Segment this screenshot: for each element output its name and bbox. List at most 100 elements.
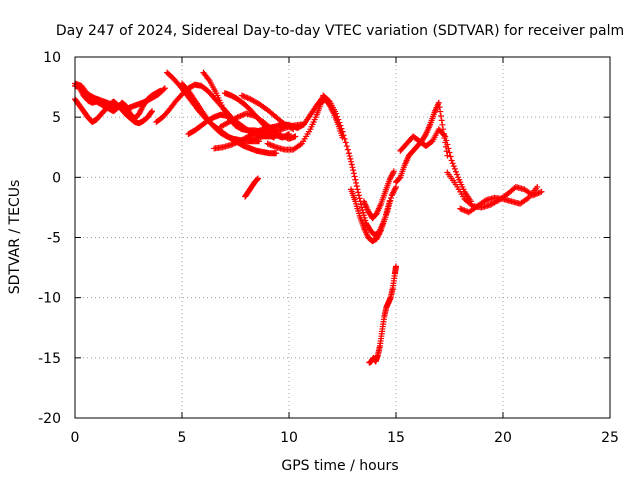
data-point	[383, 208, 390, 215]
grid	[75, 57, 610, 418]
x-tick-label: 10	[280, 430, 298, 446]
series-late-band	[444, 169, 545, 211]
data-point	[384, 206, 391, 213]
y-tick-label: 10	[43, 50, 61, 66]
data-point	[353, 179, 360, 186]
data-point	[333, 110, 340, 117]
data-point	[355, 192, 362, 199]
data-point	[534, 183, 541, 190]
data-point	[439, 121, 446, 128]
x-tick-label: 5	[178, 430, 187, 446]
data-point	[149, 108, 156, 115]
data-point	[148, 109, 155, 116]
data-point	[284, 131, 291, 138]
data-point	[388, 194, 395, 201]
data-point	[348, 161, 355, 168]
data-point	[382, 214, 389, 221]
data-point	[325, 97, 332, 104]
series-main-drop-lower	[348, 186, 393, 245]
data-point	[453, 171, 460, 178]
data-point	[354, 186, 361, 193]
data-point	[360, 212, 367, 219]
y-tick-label: 5	[52, 110, 61, 126]
data-point	[385, 201, 392, 208]
x-tick-label: 0	[71, 430, 80, 446]
data-point	[441, 132, 448, 139]
data-point	[450, 163, 457, 170]
data-point	[442, 133, 449, 140]
x-tick-label: 25	[601, 430, 619, 446]
data-point	[393, 263, 399, 270]
x-tick-label: 15	[387, 430, 405, 446]
data-point	[161, 85, 168, 92]
data-point	[336, 119, 343, 126]
data-point	[360, 209, 367, 216]
data-point	[447, 153, 454, 160]
data-point	[451, 165, 458, 172]
data-point	[444, 152, 451, 159]
series-arc-early-high	[72, 80, 168, 112]
data-point	[448, 157, 455, 164]
data-points	[72, 69, 545, 366]
data-point	[342, 139, 349, 146]
data-point	[346, 153, 353, 160]
data-point	[452, 168, 459, 175]
data-point	[383, 211, 390, 218]
y-tick-label: -5	[47, 231, 61, 247]
data-point	[356, 195, 363, 202]
data-point	[538, 188, 545, 195]
data-point	[350, 167, 357, 174]
data-point	[351, 173, 358, 180]
y-tick-label: -20	[38, 411, 61, 427]
data-point	[385, 203, 392, 210]
data-point	[449, 160, 456, 167]
data-point	[347, 155, 354, 162]
data-point	[254, 175, 261, 182]
data-point	[359, 207, 366, 214]
series-isolated-arc	[242, 175, 261, 200]
data-point	[390, 168, 397, 175]
data-point	[350, 170, 357, 177]
data-point	[443, 137, 450, 144]
data-point	[339, 128, 346, 135]
data-point	[387, 197, 394, 204]
y-tick-label: 0	[52, 170, 61, 186]
data-point	[273, 150, 280, 157]
series-rise-arc-2	[397, 126, 474, 205]
data-point	[340, 132, 347, 139]
data-point	[292, 133, 299, 140]
axis-ticks: 0 5 10 15 20 25 -20 -15 -10 -5 0 5 10	[38, 50, 619, 446]
series-late-band-2	[457, 183, 541, 216]
series-arc-h	[221, 90, 292, 141]
y-tick-label: -15	[38, 351, 61, 367]
series-deep-dip	[366, 263, 399, 366]
data-point	[335, 116, 342, 123]
data-point	[362, 217, 369, 224]
data-point	[435, 99, 442, 106]
data-point	[286, 131, 292, 138]
x-axis-label: GPS time / hours	[281, 458, 398, 474]
data-point	[436, 104, 443, 111]
data-point	[386, 198, 393, 205]
y-tick-label: -10	[38, 291, 61, 307]
data-point	[349, 164, 356, 171]
data-point	[344, 146, 351, 153]
data-point	[345, 150, 352, 157]
data-point	[352, 176, 359, 183]
data-point	[334, 113, 341, 120]
data-point	[160, 86, 167, 93]
data-point	[353, 183, 360, 190]
data-point	[338, 125, 345, 132]
chart-title: Day 247 of 2024, Sidereal Day-to-day VTE…	[56, 23, 624, 39]
data-point	[446, 149, 453, 156]
data-point	[444, 141, 451, 148]
data-point	[437, 112, 444, 119]
data-point	[438, 117, 445, 124]
data-point	[445, 145, 452, 152]
data-point	[343, 143, 350, 150]
data-point	[341, 135, 348, 142]
y-axis-label: SDTVAR / TECUs	[7, 180, 23, 295]
series-main-drop-upper	[360, 168, 397, 222]
data-point	[337, 122, 344, 129]
